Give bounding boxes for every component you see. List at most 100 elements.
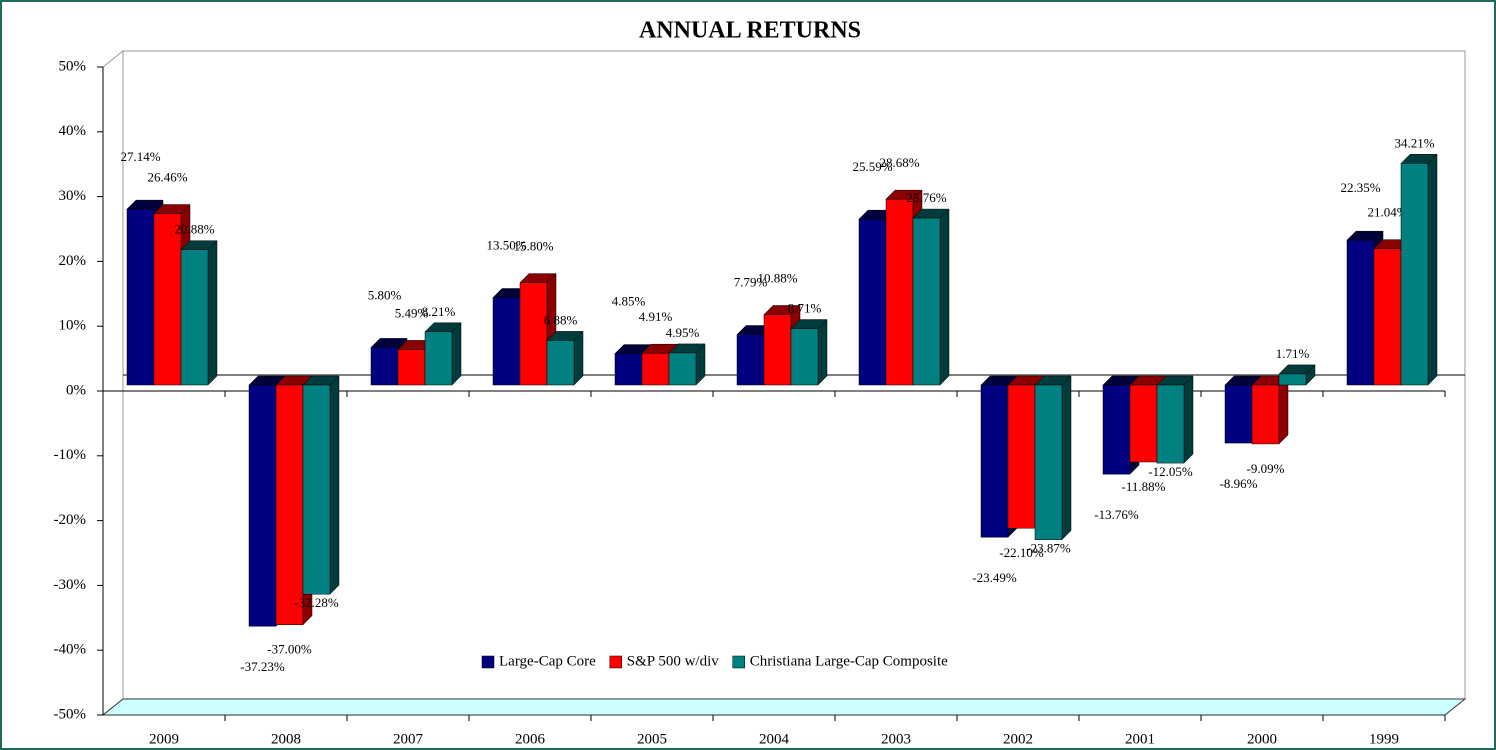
data-label: -8.96% bbox=[1220, 476, 1258, 491]
bar-face bbox=[275, 384, 304, 626]
legend: Large-Cap Core S&P 500 w/div Christiana La… bbox=[481, 653, 948, 669]
bar-face bbox=[885, 198, 914, 386]
y-tick-label: 0% bbox=[66, 382, 86, 398]
bar-face bbox=[302, 384, 331, 595]
bar-face bbox=[1129, 384, 1158, 463]
bar-face bbox=[519, 282, 548, 386]
data-label: -13.76% bbox=[1094, 507, 1139, 522]
data-label: -23.87% bbox=[1026, 541, 1071, 556]
y-tick-label: 30% bbox=[59, 188, 87, 204]
data-label: 1.71% bbox=[1276, 346, 1310, 361]
legend-label: S&P 500 w/div bbox=[627, 653, 719, 669]
data-label: 13.50% bbox=[486, 238, 526, 253]
x-tick-label: 2005 bbox=[637, 731, 667, 747]
bar bbox=[1400, 153, 1438, 386]
bar-face bbox=[370, 347, 399, 386]
bar-face bbox=[546, 340, 575, 386]
bar bbox=[302, 375, 340, 595]
data-label: 5.80% bbox=[368, 287, 402, 302]
legend-swatch bbox=[609, 655, 623, 669]
bar bbox=[912, 208, 950, 386]
bar-side bbox=[451, 322, 462, 386]
bar bbox=[546, 330, 584, 386]
bar-face bbox=[1102, 384, 1131, 475]
bar-face bbox=[912, 217, 941, 386]
x-tick-label: 2000 bbox=[1247, 731, 1277, 747]
x-tick-label: 2002 bbox=[1003, 731, 1033, 747]
data-label: -37.00% bbox=[267, 642, 312, 657]
bar-face bbox=[1346, 239, 1375, 386]
bar-face bbox=[1034, 384, 1063, 540]
bar-face bbox=[790, 328, 819, 386]
bar-side bbox=[1278, 375, 1289, 445]
data-label: 15.80% bbox=[513, 239, 553, 254]
data-label: -9.09% bbox=[1247, 461, 1285, 476]
y-tick-label: 20% bbox=[59, 253, 87, 269]
bar-face bbox=[1224, 384, 1253, 444]
bar bbox=[180, 240, 218, 386]
bar-face bbox=[641, 352, 670, 386]
floor bbox=[101, 698, 1467, 716]
bar-side bbox=[329, 375, 340, 595]
data-label: -32.28% bbox=[294, 595, 339, 610]
bar-side bbox=[939, 208, 950, 386]
bar-face bbox=[1278, 373, 1307, 386]
data-label: 20.88% bbox=[174, 222, 214, 237]
data-label: 34.21% bbox=[1394, 135, 1434, 150]
y-tick-label: -20% bbox=[54, 512, 87, 528]
chart-title: ANNUAL RETURNS bbox=[639, 18, 861, 44]
bar-side bbox=[207, 240, 218, 386]
bar-side bbox=[817, 318, 828, 386]
x-tick-label: 2007 bbox=[393, 731, 424, 747]
bar-face bbox=[614, 353, 643, 386]
legend-label: Large-Cap Core bbox=[499, 653, 596, 669]
y-tick-label: -30% bbox=[54, 577, 87, 593]
bar bbox=[668, 343, 706, 386]
data-label: 25.59% bbox=[852, 159, 892, 174]
bar bbox=[790, 318, 828, 386]
bar bbox=[1278, 364, 1316, 386]
bar-face bbox=[1156, 384, 1185, 464]
data-label: 22.35% bbox=[1340, 180, 1380, 195]
bar-face bbox=[980, 384, 1009, 538]
data-label: 6.88% bbox=[544, 312, 578, 327]
bar-side bbox=[1061, 375, 1072, 541]
bar bbox=[1034, 375, 1072, 541]
bar-face bbox=[126, 208, 155, 386]
bar-face bbox=[763, 314, 792, 386]
data-label: 7.79% bbox=[734, 275, 768, 290]
data-label: 21.04% bbox=[1367, 205, 1407, 220]
legend-label: Christiana Large-Cap Composite bbox=[750, 653, 948, 669]
x-tick-label: 1999 bbox=[1369, 731, 1399, 747]
data-label: 4.91% bbox=[639, 309, 673, 324]
y-tick-label: 10% bbox=[59, 318, 87, 334]
bar-face bbox=[153, 213, 182, 386]
x-tick-label: 2001 bbox=[1125, 731, 1155, 747]
data-label: -11.88% bbox=[1122, 479, 1166, 494]
bar bbox=[1156, 375, 1194, 464]
bar-face bbox=[248, 384, 277, 627]
data-label: -22.10% bbox=[999, 545, 1044, 560]
data-label: 27.14% bbox=[120, 149, 160, 164]
data-label: -23.49% bbox=[972, 570, 1017, 585]
y-tick-label: 40% bbox=[59, 123, 87, 139]
data-label: 8.21% bbox=[422, 304, 456, 319]
bar-side bbox=[1427, 153, 1438, 386]
bar-face bbox=[492, 297, 521, 386]
data-label: 28.68% bbox=[879, 155, 919, 170]
x-tick-label: 2003 bbox=[881, 731, 911, 747]
bar-side bbox=[573, 330, 584, 386]
x-tick-label: 2008 bbox=[271, 731, 301, 747]
bar-face bbox=[1007, 384, 1036, 529]
data-label: 25.76% bbox=[906, 190, 946, 205]
bar bbox=[1251, 375, 1289, 445]
data-label: -12.05% bbox=[1148, 464, 1193, 479]
y-tick-label: -40% bbox=[54, 642, 87, 658]
data-label: 5.49% bbox=[395, 305, 429, 320]
bar-side bbox=[1183, 375, 1194, 464]
y-tick-label: -10% bbox=[54, 447, 87, 463]
bar-face bbox=[397, 349, 426, 386]
bar-face bbox=[1251, 384, 1280, 445]
bar bbox=[424, 322, 462, 386]
